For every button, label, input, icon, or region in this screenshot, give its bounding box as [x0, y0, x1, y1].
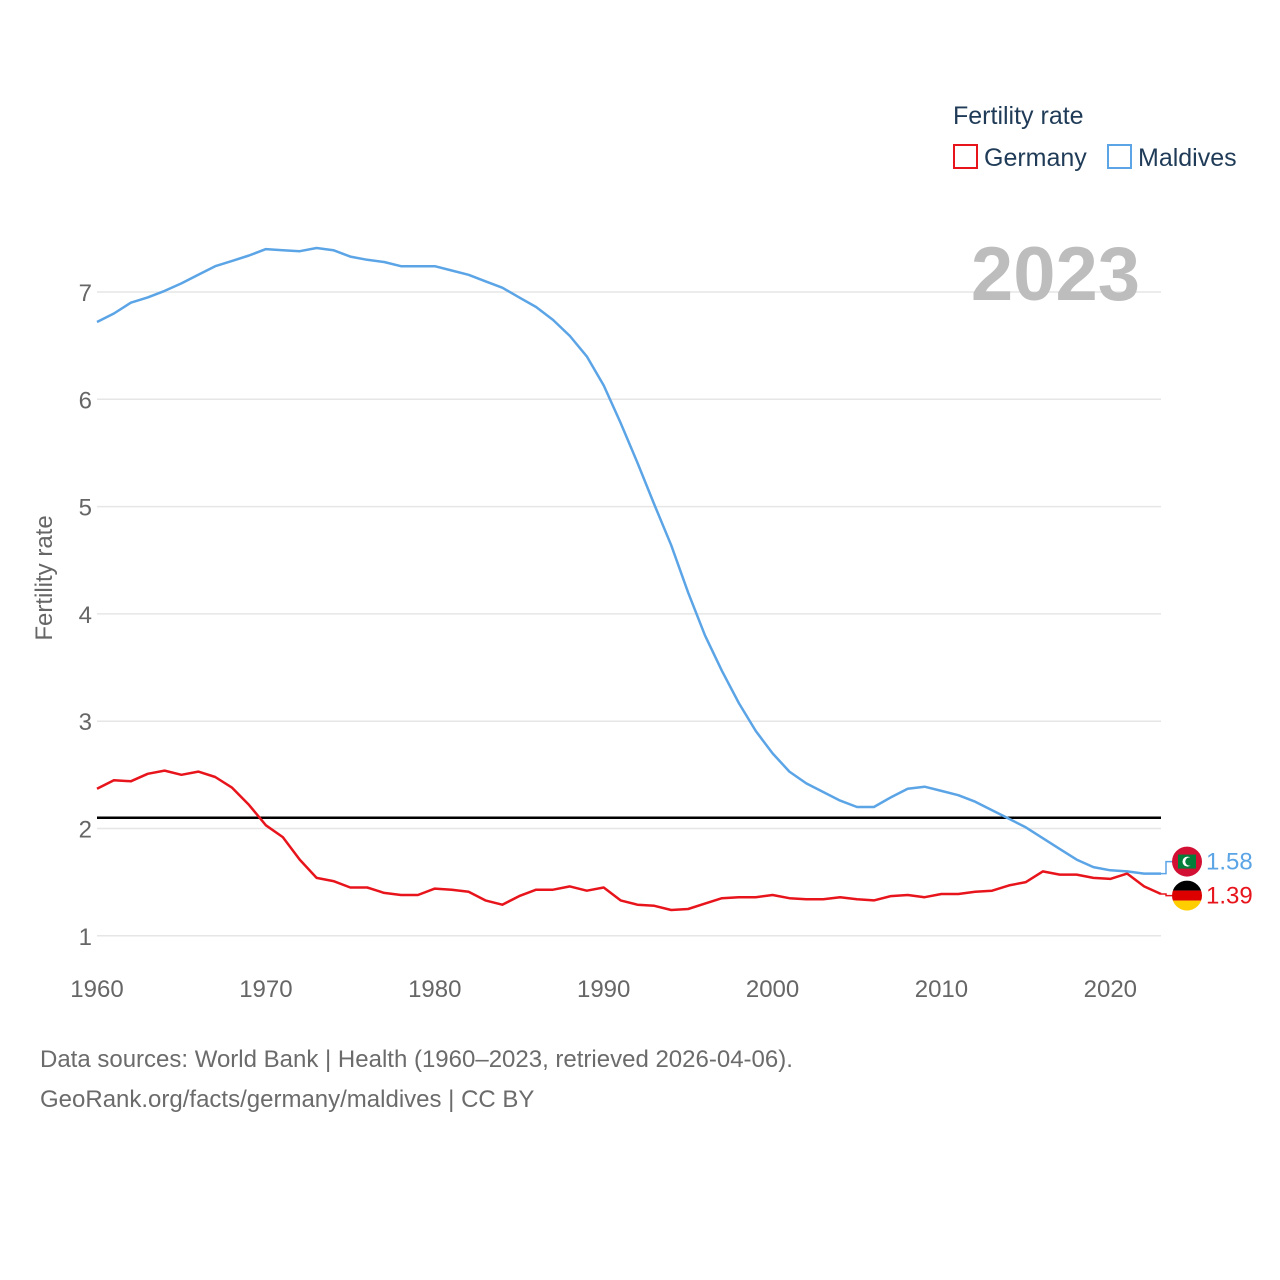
y-tick-label: 2	[79, 817, 92, 844]
series	[96, 246, 1162, 912]
end-marker-germany: 1.39	[1161, 880, 1253, 911]
grid	[97, 291, 1161, 937]
y-axis-ticks: 1 2 3 4 5 6 7	[79, 280, 92, 951]
end-connector-germany	[1161, 893, 1172, 897]
footer-source: Data sources: World Bank | Health (1960–…	[40, 1046, 793, 1073]
x-tick-label: 1980	[408, 976, 461, 1003]
y-tick-label: 3	[79, 709, 92, 736]
series-line-maldives[interactable]	[96, 246, 1161, 875]
x-tick-label: 2000	[746, 976, 799, 1003]
legend-label-germany[interactable]: Germany	[984, 144, 1087, 172]
y-tick-label: 7	[79, 280, 92, 307]
x-tick-label: 1960	[70, 976, 123, 1003]
legend-title: Fertility rate	[953, 102, 1084, 130]
legend: Fertility rate Germany Maldives	[953, 102, 1237, 172]
year-label: 2023	[971, 232, 1140, 317]
y-tick-label: 1	[79, 924, 92, 951]
x-tick-label: 1970	[239, 976, 292, 1003]
maldives-flag-icon	[1172, 846, 1202, 877]
y-tick-label: 4	[79, 602, 92, 629]
x-tick-label: 2010	[915, 976, 968, 1003]
legend-swatch-germany[interactable]	[953, 144, 978, 169]
legend-label-maldives[interactable]: Maldives	[1138, 144, 1237, 172]
x-tick-label: 1990	[577, 976, 630, 1003]
end-connector-maldives	[1161, 860, 1172, 875]
end-marker-maldives: 1.58	[1161, 846, 1253, 877]
legend-swatch-maldives[interactable]	[1107, 144, 1132, 169]
x-axis-ticks: 1960 1970 1980 1990 2000 2010 2020	[70, 976, 1137, 1003]
end-value-label-germany: 1.39	[1206, 883, 1253, 910]
germany-flag-icon	[1172, 880, 1202, 911]
y-axis-label: Fertility rate	[31, 515, 58, 640]
y-tick-label: 6	[79, 387, 92, 414]
y-tick-label: 5	[79, 495, 92, 522]
x-tick-label: 2020	[1084, 976, 1137, 1003]
footer-credit: GeoRank.org/facts/germany/maldives | CC …	[40, 1086, 535, 1113]
series-line-germany[interactable]	[96, 769, 1162, 912]
end-labels: 1.39 1.58	[1161, 846, 1253, 911]
end-value-label-maldives: 1.58	[1206, 849, 1253, 876]
